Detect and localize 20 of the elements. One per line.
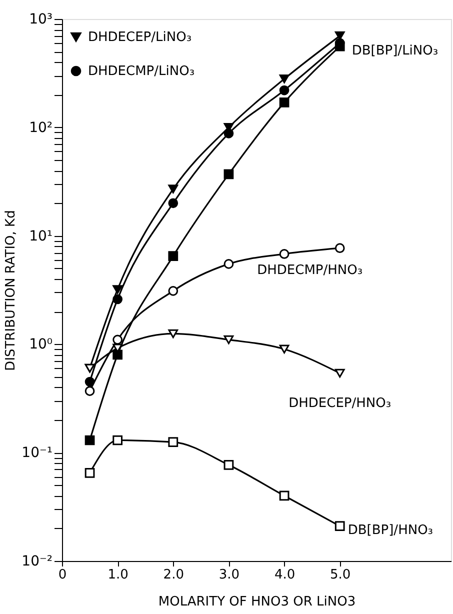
legend-label: DHDECMP/LiNO₃ (88, 64, 195, 79)
legend-label: DHDECEP/LiNO₃ (88, 30, 192, 45)
y-tick-label: 10² (29, 120, 52, 136)
x-tick-label: 3.0 (218, 568, 240, 582)
x-tick-label: 5.0 (330, 568, 351, 582)
x-tick-label: 4.0 (274, 568, 296, 582)
y-tick-label: 10⁻² (22, 554, 52, 570)
series-label: DHDECMP/HNO₃ (257, 263, 363, 278)
text: DHDECEP/HNO₃ (288, 396, 392, 412)
series-label: DB[BP]/LiNO₃ (352, 43, 438, 58)
x-tick-label: 0 (58, 568, 67, 582)
x-tick-label: 1.0 (108, 568, 128, 582)
y-tick-label: 10⁻¹ (22, 445, 52, 462)
y-tick-label: 10¹ (29, 228, 52, 244)
y-tick-label: 10³ (29, 12, 52, 28)
x-tick-label: 2.0 (163, 568, 184, 582)
x-axis-title: MOLARITY OF HNO3 OR LiNO3 (158, 594, 356, 610)
y-axis-title: DISTRIBUTION RATIO, Kd (4, 210, 19, 371)
y-tick-label: 10⁰ (29, 336, 53, 353)
series-label: DB[BP]/HNO₃ (348, 523, 434, 538)
